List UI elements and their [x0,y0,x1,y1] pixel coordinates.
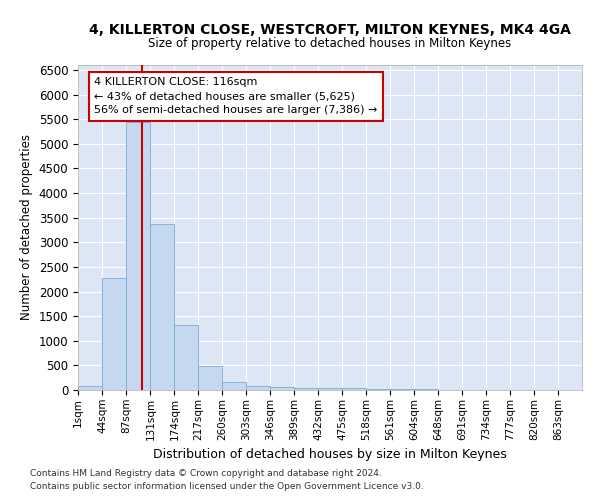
Bar [175,326,198,390]
Bar [246,386,270,390]
Text: Contains public sector information licensed under the Open Government Licence v3: Contains public sector information licen… [30,482,424,491]
Bar [270,387,294,390]
Y-axis label: Number of detached properties: Number of detached properties [20,134,33,320]
Bar [342,388,366,390]
Text: Size of property relative to detached houses in Milton Keynes: Size of property relative to detached ho… [148,38,512,51]
X-axis label: Distribution of detached houses by size in Milton Keynes: Distribution of detached houses by size … [153,448,507,461]
Bar [222,382,246,390]
Bar [78,386,102,390]
Bar [198,366,222,390]
Bar [318,388,342,390]
Bar [126,122,150,390]
Bar [366,388,390,390]
Bar [151,224,175,390]
Text: Contains HM Land Registry data © Crown copyright and database right 2024.: Contains HM Land Registry data © Crown c… [30,468,382,477]
Bar [390,389,414,390]
Bar [102,278,126,390]
Text: 4, KILLERTON CLOSE, WESTCROFT, MILTON KEYNES, MK4 4GA: 4, KILLERTON CLOSE, WESTCROFT, MILTON KE… [89,22,571,36]
Bar [294,388,318,390]
Text: 4 KILLERTON CLOSE: 116sqm
← 43% of detached houses are smaller (5,625)
56% of se: 4 KILLERTON CLOSE: 116sqm ← 43% of detac… [94,78,377,116]
